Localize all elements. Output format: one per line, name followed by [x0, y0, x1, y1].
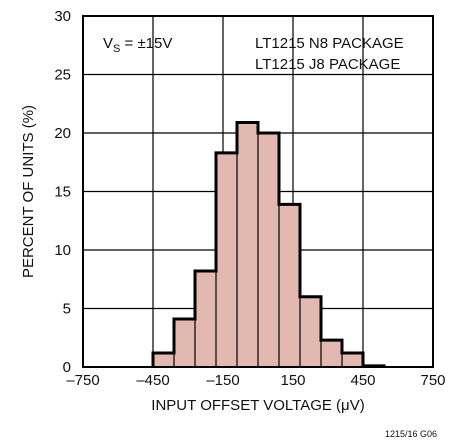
y-tick-label: 15: [54, 184, 71, 201]
x-tick-label: 150: [280, 372, 305, 389]
histogram-bar: [237, 122, 258, 367]
y-tick-label: 0: [63, 359, 71, 376]
package-annotation-1: LT1215 N8 PACKAGE: [255, 35, 404, 52]
supply-voltage-subscript: S: [113, 43, 120, 55]
histogram-bar: [300, 296, 321, 367]
y-tick-label: 10: [54, 242, 71, 259]
histogram-bar: [216, 152, 237, 367]
figure-id: 1215/16 G06: [385, 429, 437, 439]
supply-voltage-annotation: VS = ±15V: [103, 35, 172, 55]
histogram-bar: [258, 133, 279, 367]
histogram-bar: [279, 204, 300, 367]
y-tick-label: 25: [54, 67, 71, 84]
histogram-bar: [321, 340, 342, 367]
package-annotation-2: LT1215 J8 PACKAGE: [255, 56, 400, 73]
supply-voltage-main: V: [103, 35, 113, 52]
y-tick-label: 20: [54, 125, 71, 142]
x-tick-label: –750: [66, 372, 99, 389]
x-tick-label: 450: [350, 372, 375, 389]
histogram-outline: [151, 120, 386, 368]
histogram-bar: [174, 319, 195, 367]
histogram-bar: [153, 352, 174, 367]
x-axis-label: INPUT OFFSET VOLTAGE (μV): [151, 397, 364, 414]
y-tick-label: 30: [54, 8, 71, 25]
supply-voltage-rest: = ±15V: [120, 35, 172, 52]
x-tick-label: –150: [206, 372, 239, 389]
y-tick-label: 5: [63, 301, 71, 318]
histogram-bar: [195, 271, 216, 367]
histogram-bar: [342, 352, 363, 367]
histogram-bars: [153, 122, 384, 367]
x-tick-label: –450: [136, 372, 169, 389]
x-tick-label: 750: [420, 372, 445, 389]
y-tick-labels: 0 5 10 15 20 25 30: [54, 8, 71, 376]
x-tick-labels: –750 –450 –150 150 450 750: [66, 372, 445, 389]
y-axis-label: PERCENT OF UNITS (%): [20, 105, 37, 278]
plot-frame: [82, 15, 434, 368]
